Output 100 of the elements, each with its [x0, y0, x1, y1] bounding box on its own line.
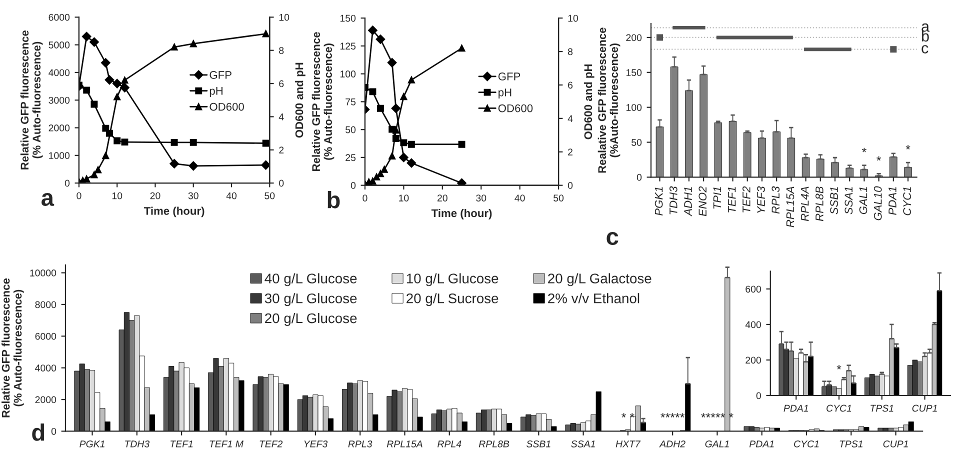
- y-tick-label: 3000: [48, 96, 70, 104]
- x-tick-label: ADH1: [684, 187, 692, 216]
- x-tick-label: RPL8B: [816, 186, 824, 222]
- x-tick-label: PGK1: [80, 440, 104, 448]
- y2-tick-label: 8: [568, 48, 573, 56]
- ref-line-label: b: [922, 30, 929, 42]
- text: c: [606, 232, 618, 245]
- x-tick-label: 50: [264, 192, 275, 200]
- x-tick-label: TDH3: [669, 186, 678, 214]
- x-tick-label: PGK1: [654, 187, 663, 216]
- annotation: *: [862, 148, 866, 152]
- text: b: [328, 191, 340, 208]
- x-tick-label: RPL15A: [386, 440, 422, 448]
- x-axis-title: Time (hour): [431, 208, 492, 220]
- y-tick-label: 0: [51, 428, 56, 435]
- y-tick-label: 25: [346, 154, 356, 162]
- text: d: [32, 424, 44, 441]
- x-tick-label: RPL4A: [801, 186, 809, 222]
- y2-tick-label: 2: [279, 146, 284, 154]
- x-axis-title: Time (hour): [144, 206, 204, 218]
- x-tick-label: CUP1: [912, 404, 937, 412]
- x-tick-label: 20: [150, 192, 160, 200]
- y2-tick-label: 4: [568, 115, 573, 122]
- x-tick-label: 10: [112, 192, 122, 200]
- y2-tick-label: 0: [279, 180, 284, 187]
- y-tick-label: 4000: [35, 364, 56, 372]
- x-tick-label: 30: [188, 192, 198, 200]
- legend-label: 30 g/L Glucose: [264, 293, 357, 306]
- y-tick-label: 4000: [48, 69, 70, 76]
- y-tick-label: 150: [626, 69, 642, 76]
- y-axis-title: Realative GFP fluorescence (%Auto-fluorescence): [598, 28, 620, 173]
- annotation: *****: [660, 413, 685, 418]
- legend-label: pH: [210, 87, 222, 98]
- x-tick-label: 30: [476, 194, 486, 202]
- x-tick-label: PDA1: [749, 440, 774, 448]
- x-tick-label: RPL4: [438, 440, 462, 448]
- legend-label: 20 g/L Galactose: [548, 273, 652, 286]
- x-tick-label: 40: [226, 192, 237, 200]
- y-tick-label: 10000: [30, 270, 56, 276]
- x-tick-label: 20: [437, 194, 448, 202]
- y-tick-label: 1000: [49, 152, 70, 160]
- y-tick-label: 6000: [48, 14, 70, 21]
- x-tick-label: RPL3: [772, 186, 780, 214]
- x-tick-label: CYC1: [903, 187, 911, 216]
- y-tick-label: 100: [626, 104, 642, 111]
- x-tick-label: TEF2: [742, 186, 750, 212]
- y-tick-label: 600: [746, 286, 761, 293]
- y-tick-label: 6000: [35, 332, 56, 340]
- y2-axis-title: OD600 and pH: [295, 62, 306, 138]
- x-tick-label: TPS1: [840, 440, 862, 448]
- x-tick-label: TEF1: [170, 440, 193, 448]
- y2-tick-label: 2: [568, 148, 572, 156]
- y-tick-label: 150: [340, 14, 356, 22]
- y-tick-label: 2000: [35, 396, 56, 404]
- legend-label: GFP: [498, 72, 520, 80]
- y-tick-label: 125: [340, 42, 356, 50]
- x-tick-label: CUP1: [883, 440, 908, 448]
- y2-tick-label: 10: [279, 14, 290, 21]
- annotation: *: [906, 145, 910, 150]
- ref-line-label: c: [922, 45, 928, 54]
- legend-label: 2% v/v Ethanol: [548, 293, 640, 304]
- y-tick-label: 200: [626, 34, 642, 42]
- legend-label: OD600: [210, 102, 244, 111]
- legend-label: 20 g/L Glucose: [265, 312, 357, 326]
- legend-label: 20 g/L Sucrose: [406, 293, 498, 306]
- x-tick-label: GAL10: [874, 186, 882, 220]
- x-tick-label: SSB1: [830, 187, 838, 214]
- x-tick-label: CYC1: [794, 440, 819, 448]
- y-tick-label: 75: [346, 98, 356, 106]
- annotation: *: [876, 156, 882, 161]
- y-tick-label: 50: [632, 138, 642, 146]
- y-axis-title: Relative GFP fluorescence (% Auto-fluorescence): [312, 32, 334, 171]
- y-tick-label: 2000: [48, 124, 70, 132]
- x-tick-label: SSB1: [526, 440, 550, 448]
- y-axis-title: Relative GFP fluorescence (% Auto-fluorescence): [20, 30, 43, 170]
- y-tick-label: 50: [346, 126, 356, 134]
- x-tick-label: YEF3: [757, 186, 765, 213]
- y-tick-label: 200: [746, 356, 761, 364]
- legend-label: GFP: [210, 71, 232, 79]
- x-tick-label: 40: [514, 194, 525, 202]
- x-tick-label: GAL1: [705, 440, 729, 448]
- annotation: *: [836, 365, 842, 370]
- ref-line-label: a: [922, 23, 930, 32]
- x-tick-label: TEF2: [260, 440, 283, 448]
- x-tick-label: RPL8B: [478, 440, 510, 448]
- y2-tick-label: 8: [279, 47, 284, 54]
- x-tick-label: RPL3: [348, 440, 372, 448]
- y-axis-title: Relative GFP fluorescence (% Auto-fluorescence): [2, 278, 24, 418]
- y2-axis-title: OD600 and pH: [584, 64, 594, 140]
- x-tick-label: PDA1: [888, 187, 896, 215]
- x-tick-label: HXT7: [616, 440, 641, 448]
- x-tick-label: SSA1: [571, 440, 595, 448]
- legend-label: OD600: [498, 104, 533, 112]
- y-tick-label: 400: [745, 321, 761, 328]
- y-tick-label: 5000: [48, 42, 70, 48]
- legend-label: pH: [498, 88, 512, 99]
- y2-tick-label: 4: [278, 114, 284, 120]
- x-tick-label: TDH3: [125, 440, 150, 448]
- x-tick-label: TPI1: [713, 187, 722, 209]
- x-tick-label: 0: [76, 192, 82, 200]
